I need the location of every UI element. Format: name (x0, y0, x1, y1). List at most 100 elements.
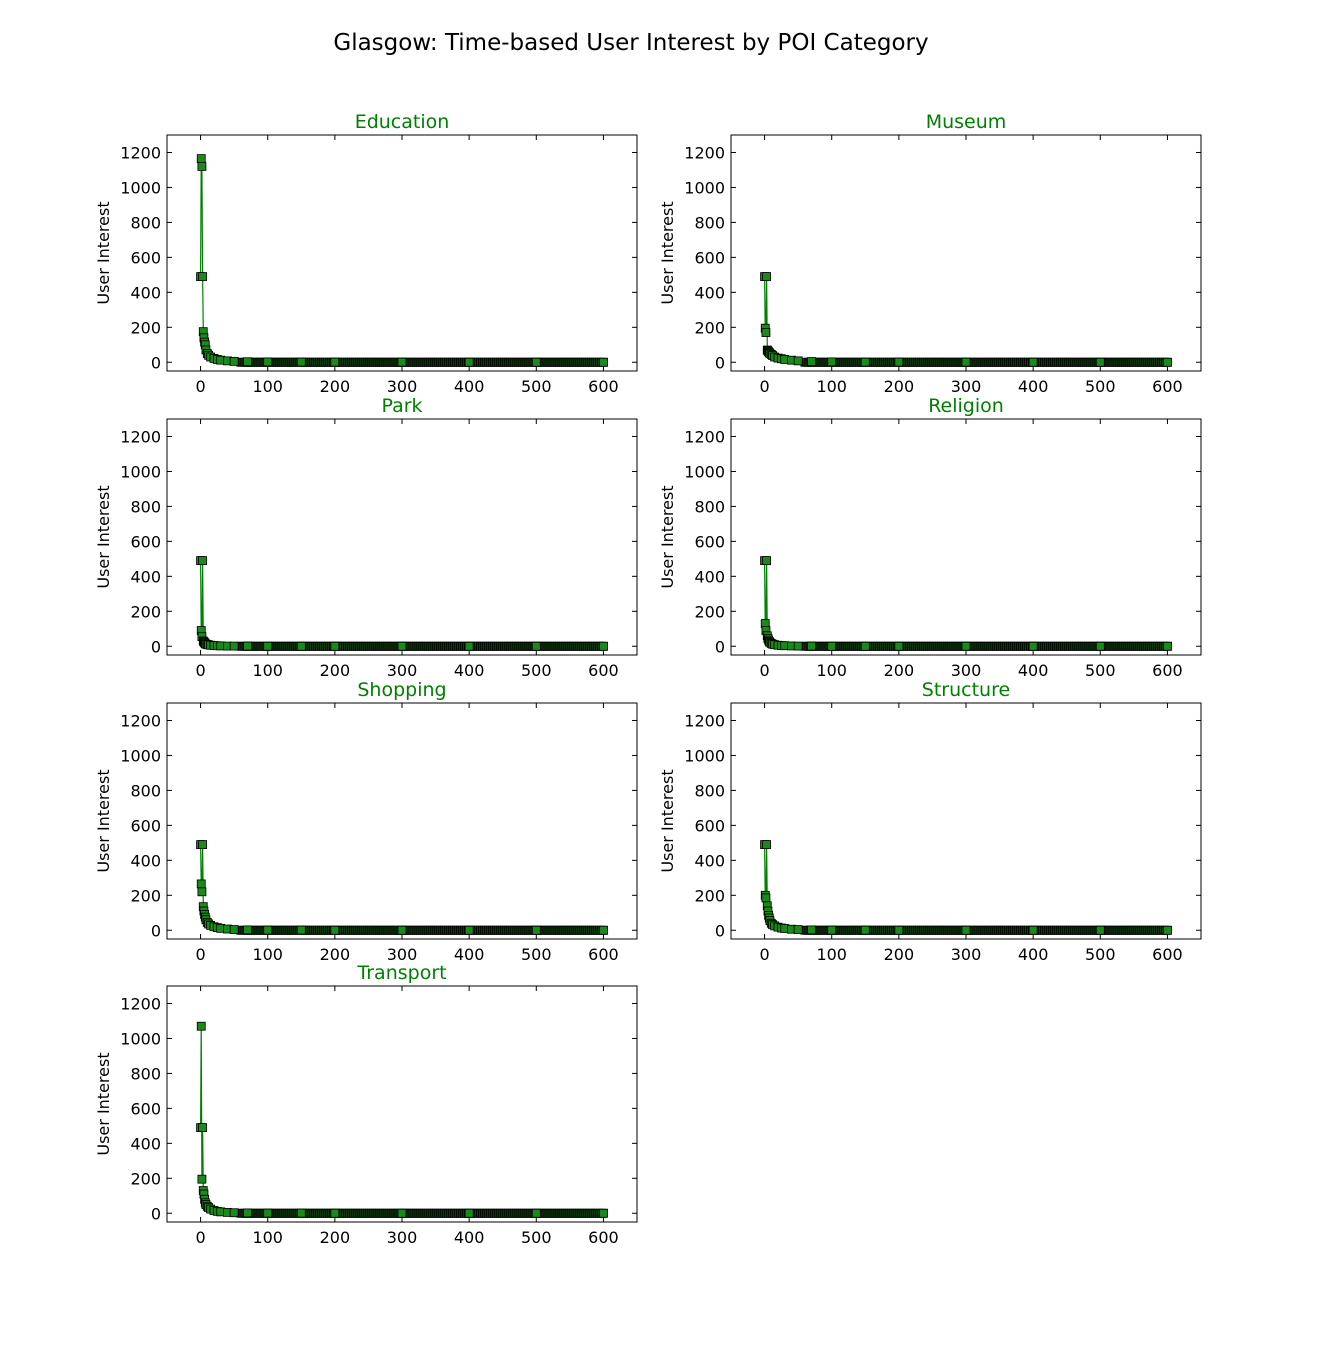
subplot-museum: Museum User Interest 0 100 200 300 400 500 600 0 2… (658, 111, 1202, 396)
y-tick-label: 600 (130, 248, 161, 267)
subplot-education: Education User Interest 0 100 200 300 400 500 60… (94, 111, 638, 396)
data-point (243, 357, 252, 367)
data-point (827, 641, 837, 651)
data-point (807, 641, 816, 651)
data-point (827, 357, 837, 367)
x-tick-label: 0 (759, 377, 769, 396)
x-tick-label: 300 (387, 1228, 418, 1247)
data-point (198, 840, 207, 849)
plot-frame (730, 702, 1202, 940)
y-tick-label: 200 (130, 886, 161, 905)
x-tick-label: 600 (588, 661, 619, 680)
data-point (263, 357, 273, 367)
data-point (1163, 641, 1172, 651)
y-tick-label: 400 (130, 283, 161, 302)
y-tick-label: 200 (694, 318, 725, 337)
data-point (793, 925, 803, 934)
data-point (330, 641, 340, 651)
y-tick-label: 600 (694, 248, 725, 267)
data-point (229, 925, 239, 934)
x-tick-label: 200 (884, 945, 915, 964)
x-tick-label: 400 (1018, 661, 1049, 680)
x-tick-label: 500 (521, 945, 552, 964)
y-axis-label: User Interest (94, 485, 113, 588)
y-axis-label: User Interest (658, 485, 677, 588)
data-point (229, 641, 239, 651)
y-tick-label: 400 (130, 1134, 161, 1153)
x-tick-label: 100 (252, 661, 283, 680)
data-point (599, 641, 608, 651)
x-tick-label: 200 (320, 1228, 351, 1247)
x-tick-label: 100 (252, 945, 283, 964)
y-tick-label: 600 (694, 816, 725, 835)
subplot-structure: Structure User Interest 0 100 200 300 400 500 60… (658, 679, 1202, 964)
x-tick-label: 600 (588, 1228, 619, 1247)
y-tick-label: 400 (694, 851, 725, 870)
data-point (198, 1123, 207, 1132)
x-tick-label: 300 (951, 377, 982, 396)
data-point (397, 1208, 407, 1218)
data-point (197, 162, 207, 171)
y-axis-label: User Interest (94, 201, 113, 304)
data-point (531, 1208, 541, 1218)
x-tick-label: 400 (454, 1228, 485, 1247)
data-point (229, 1208, 239, 1218)
data-point (330, 357, 340, 367)
x-tick-label: 600 (588, 377, 619, 396)
plot-frame (166, 418, 638, 656)
data-point (1095, 357, 1105, 367)
data-point (860, 357, 870, 367)
subplot-title: Education (355, 111, 450, 133)
x-tick-label: 100 (252, 377, 283, 396)
x-tick-label: 0 (195, 377, 205, 396)
y-tick-label: 200 (130, 602, 161, 621)
y-axis-label: User Interest (94, 1052, 113, 1155)
x-tick-label: 0 (195, 1228, 205, 1247)
x-tick-label: 500 (1085, 661, 1116, 680)
data-point (263, 1208, 273, 1218)
data-point (330, 925, 340, 935)
data-point (827, 925, 837, 935)
data-point (296, 357, 306, 367)
subplot-shopping: Shopping User Interest 0 100 200 300 400 500 600… (94, 679, 638, 964)
data-point (531, 641, 541, 651)
y-tick-label: 800 (694, 497, 725, 516)
data-point (1095, 925, 1105, 935)
y-tick-label: 0 (715, 353, 725, 372)
x-tick-label: 100 (816, 945, 847, 964)
x-tick-label: 400 (1018, 377, 1049, 396)
data-point (196, 1021, 206, 1031)
x-tick-label: 600 (1152, 377, 1183, 396)
data-point (1163, 925, 1172, 935)
y-tick-label: 0 (151, 353, 161, 372)
data-point (762, 840, 771, 849)
y-tick-label: 0 (715, 921, 725, 940)
y-tick-label: 400 (694, 283, 725, 302)
x-tick-label: 0 (759, 945, 769, 964)
data-point (263, 925, 273, 935)
subplot-title: Religion (928, 395, 1004, 417)
y-axis-label: User Interest (94, 769, 113, 872)
data-point (296, 1208, 306, 1218)
data-point (894, 641, 904, 651)
x-tick-label: 0 (759, 661, 769, 680)
data-point (1095, 641, 1105, 651)
y-tick-label: 800 (130, 497, 161, 516)
subplot-park: Park User Interest 0 100 200 300 400 500 600 0 200… (94, 395, 638, 680)
x-tick-label: 300 (387, 377, 418, 396)
x-tick-label: 0 (195, 661, 205, 680)
x-tick-label: 500 (521, 661, 552, 680)
data-point (894, 357, 904, 367)
figure-title: Glasgow: Time-based User Interest by POI… (333, 30, 929, 56)
y-tick-label: 400 (694, 567, 725, 586)
x-tick-label: 500 (1085, 945, 1116, 964)
data-point (196, 154, 206, 164)
plot-frame (730, 134, 1202, 372)
subplot-title: Shopping (357, 679, 446, 701)
x-tick-label: 100 (252, 1228, 283, 1247)
y-tick-label: 0 (151, 921, 161, 940)
subplot-religion: Religion User Interest 0 100 200 300 400 500 600… (658, 395, 1202, 680)
y-tick-label: 1200 (684, 711, 725, 730)
data-point (464, 1208, 474, 1218)
data-point (464, 357, 474, 367)
